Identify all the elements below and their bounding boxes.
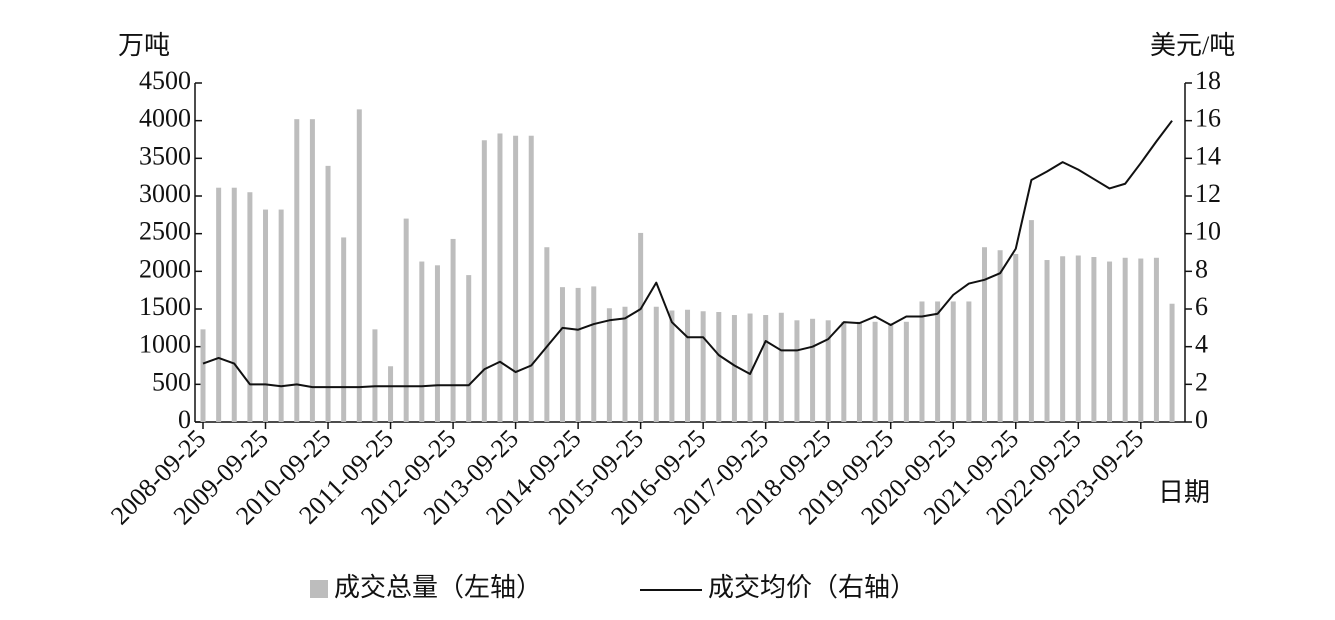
bar [1138,258,1144,422]
bar [450,238,456,422]
bar [294,119,300,422]
bar [559,287,565,422]
bar [419,261,425,422]
y-tick-label: 4000 [139,104,191,133]
y2-tick-label: 6 [1195,292,1208,321]
bar [778,312,784,422]
bar [653,306,659,422]
bar [841,321,847,422]
bar [1075,255,1081,422]
bar [685,309,691,422]
bar [403,218,409,422]
y-tick-label: 4500 [139,66,191,95]
bar [309,119,315,422]
y2-tick-label: 0 [1195,405,1208,434]
bar [216,187,222,422]
bar [388,366,394,422]
bar [528,135,534,422]
bar [591,286,597,422]
y-tick-label: 500 [152,367,191,396]
x-axis-label: 日期 [1158,478,1210,507]
bar [1153,257,1159,422]
bar [263,209,269,422]
bar [950,301,956,422]
bar [747,313,753,422]
bar [919,301,925,422]
bar [716,312,722,422]
bar [669,310,675,422]
bar [1013,254,1019,422]
bar [497,133,503,422]
bar [513,135,519,422]
y2-tick-label: 12 [1195,179,1221,208]
line [202,120,1173,389]
y2-axis-label: 美元/吨 [1150,31,1235,60]
bar [966,301,972,422]
bar [1091,257,1097,422]
y2-tick-label: 4 [1195,330,1208,359]
y-tick-label: 3500 [139,141,191,170]
bar [575,287,581,422]
bar [888,323,894,422]
y-tick-label: 2500 [139,217,191,246]
bar [1169,303,1175,422]
y2-tick-label: 14 [1195,141,1221,170]
bar [1060,256,1066,422]
legend-label: 成交总量（左轴） [334,573,542,602]
bar [1044,260,1050,422]
bar [466,275,472,422]
bar [935,301,941,422]
bar [1107,261,1113,422]
y2-tick-label: 18 [1195,66,1221,95]
bar [731,315,737,422]
bar [372,329,378,422]
bar [247,192,253,422]
y-tick-label: 2000 [139,254,191,283]
bar [356,109,362,422]
bar [606,308,612,422]
bar [794,320,800,422]
legend-swatch [310,580,328,598]
bar [434,265,440,422]
bar [997,250,1003,422]
bar [278,209,284,422]
bar [982,247,987,422]
bar [763,315,769,422]
bar [544,247,550,422]
y2-tick-label: 10 [1195,217,1221,246]
bar [341,237,347,422]
bar [622,306,628,422]
bar [903,321,909,422]
legend-label: 成交均价（右轴） [708,573,916,602]
bar [481,140,487,422]
bar [1028,220,1034,422]
bar [638,232,644,422]
y2-tick-label: 16 [1195,104,1221,133]
bar [1122,257,1128,422]
bar [825,320,831,422]
y-tick-label: 1500 [139,292,191,321]
bar [872,321,878,422]
bar [856,321,862,422]
bar [231,187,237,422]
bar [325,165,331,422]
bar [810,318,816,422]
bar [200,329,206,422]
y-tick-label: 0 [178,405,191,434]
y-axis-label: 万吨 [118,31,170,60]
y-tick-label: 3000 [139,179,191,208]
y2-tick-label: 2 [1195,367,1208,396]
y2-tick-label: 8 [1195,254,1208,283]
y-tick-label: 1000 [139,330,191,359]
bar [700,311,706,422]
